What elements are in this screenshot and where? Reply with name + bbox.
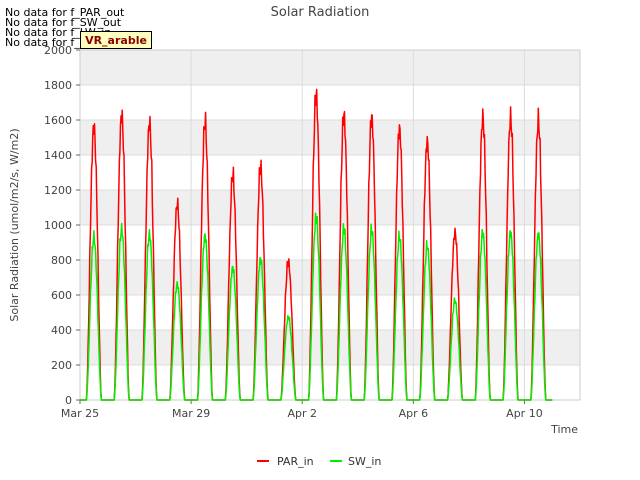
y-tick-label: 2000 [44,44,72,57]
x-tick-label: Apr 10 [506,407,543,420]
plot-background-bands [80,50,580,365]
background-band [80,120,580,155]
x-tick-label: Apr 6 [399,407,429,420]
note-f-lw-in: No data for f_LW_in [5,26,112,39]
y-tick-label: 1000 [44,219,72,232]
y-tick-label: 0 [65,394,72,407]
x-tick-label: Mar 29 [172,407,210,420]
y-tick-label: 1400 [44,149,72,162]
series-lines [79,88,553,401]
legend: PAR_in SW_in [257,455,381,468]
legend-par-in-label: PAR_in [277,455,314,468]
background-band [80,50,580,85]
note-f-lw-out: No data for f_LW_out [5,36,120,49]
site-badge: VR_arable [80,31,152,49]
x-tick-label: Mar 25 [61,407,99,420]
background-band [80,260,580,295]
y-axis-label: Solar Radiation (umol/m2/s, W/m2) [8,128,21,321]
y-tick-label: 1200 [44,184,72,197]
x-axis-ticks: Mar 25 Mar 29 Apr 2 Apr 6 Apr 10 [61,400,543,420]
y-tick-label: 400 [51,324,72,337]
x-axis-label: Time [550,423,578,436]
background-band [80,330,580,365]
y-tick-label: 800 [51,254,72,267]
y-tick-label: 200 [51,359,72,372]
series-line-sw-in [79,212,553,401]
x-tick-label: Apr 2 [287,407,317,420]
no-data-notes: No data for f_PAR_out No data for f_SW_o… [5,6,125,49]
legend-sw-in-label: SW_in [348,455,381,468]
note-f-sw-out: No data for f_SW_out [5,16,122,29]
y-tick-label: 1600 [44,114,72,127]
note-f-par-out: No data for f_PAR_out [5,6,125,19]
chart-title: Solar Radiation [271,5,370,20]
background-band [80,190,580,225]
y-tick-label: 600 [51,289,72,302]
y-axis-ticks: 0 200 400 600 800 1000 1200 1400 1600 1800 2000 [44,44,80,407]
y-tick-label: 1800 [44,79,72,92]
